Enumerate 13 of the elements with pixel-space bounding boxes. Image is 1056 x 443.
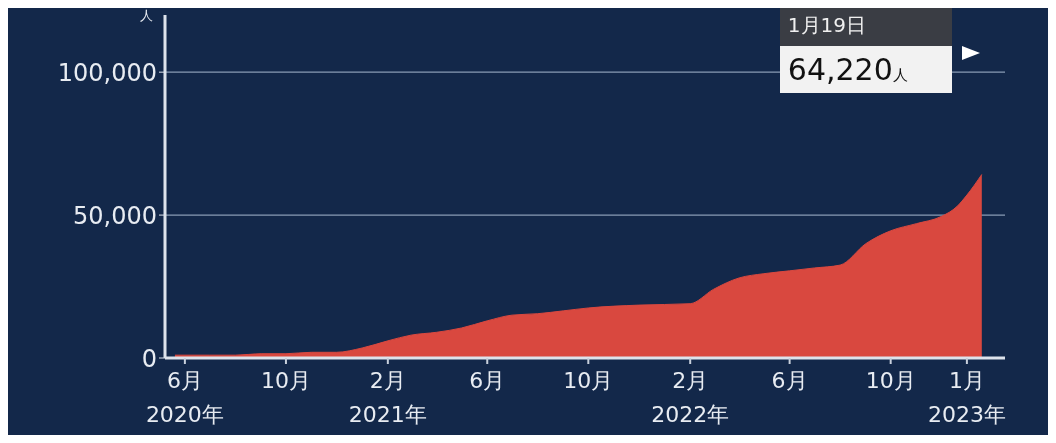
annotation: 1月19日 bbox=[779, 8, 952, 46]
x-tick-label: 2月 2022年 bbox=[651, 368, 730, 427]
x-tick-label: 10月 bbox=[865, 368, 916, 393]
x-tick-label: 6月 bbox=[469, 368, 506, 393]
y-tick-label: 50,000 bbox=[73, 201, 157, 230]
y-axis-title: 人 bbox=[892, 66, 908, 84]
x-tick-label: 10月 bbox=[260, 368, 311, 393]
x-tick-label: 2月 2021年 bbox=[348, 368, 427, 427]
x-tick-label: 10月 bbox=[563, 368, 614, 393]
x-tick-label: 6月 bbox=[771, 368, 808, 393]
text: 人 bbox=[140, 8, 153, 24]
x-tick-label: 1月 2023年 bbox=[927, 368, 1006, 427]
y-tick-label: 100,000 bbox=[57, 58, 157, 87]
